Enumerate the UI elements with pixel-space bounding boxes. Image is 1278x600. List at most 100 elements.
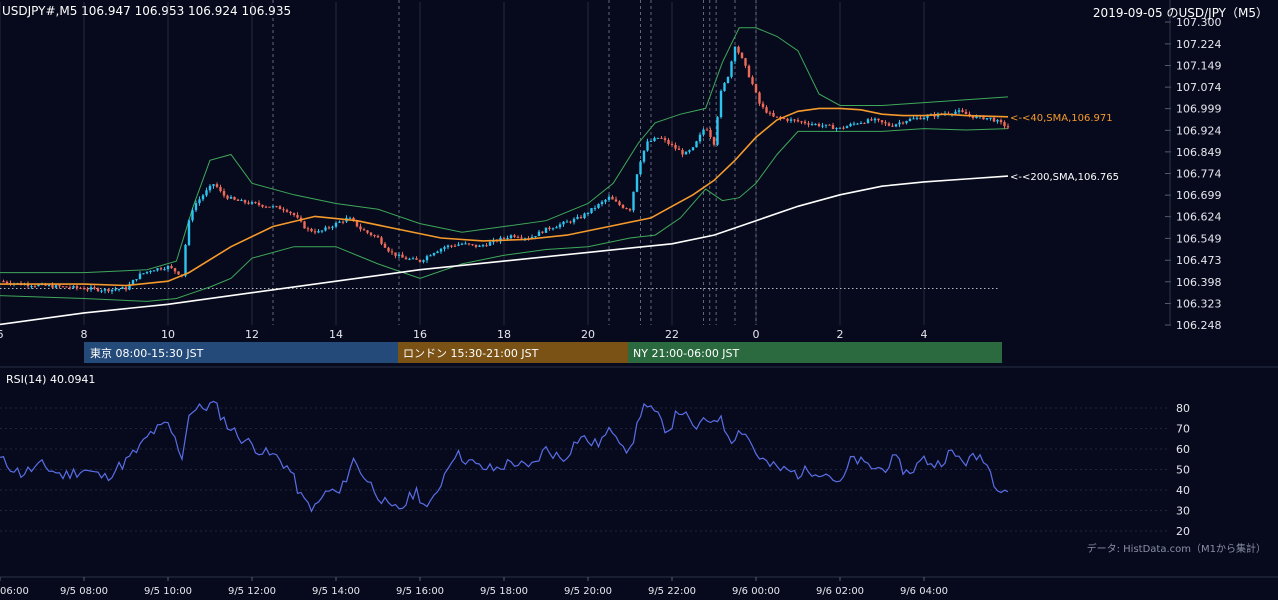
candle-body xyxy=(842,127,845,129)
time-tick-label: 9/5 10:00 xyxy=(144,586,192,597)
time-tick-label: 06:00 xyxy=(0,586,29,597)
candle-body xyxy=(457,244,460,246)
candle-body xyxy=(859,122,863,124)
candle-body xyxy=(975,116,978,119)
candle-body xyxy=(992,117,996,122)
candle-body xyxy=(691,147,695,151)
candle-body xyxy=(758,92,761,104)
candle-body xyxy=(660,137,663,139)
time-tick-label: 9/5 14:00 xyxy=(312,586,360,597)
rsi-tick-label: 70 xyxy=(1176,423,1190,436)
rsi-line-path xyxy=(0,400,1009,513)
hour-tick-label: 22 xyxy=(665,328,679,341)
candle-body xyxy=(93,287,96,289)
candle-body xyxy=(747,65,751,78)
session-tokyo xyxy=(84,342,398,363)
candle-body xyxy=(576,216,579,219)
candle-body xyxy=(310,228,313,232)
candle-body xyxy=(684,151,688,155)
candle-body xyxy=(656,137,660,139)
candle-body xyxy=(884,122,887,124)
candle-body xyxy=(814,123,817,125)
candle-body xyxy=(54,285,58,288)
candle-body xyxy=(387,247,390,252)
candle-body xyxy=(551,228,555,230)
candle-body xyxy=(114,289,117,291)
rsi-tick-label: 30 xyxy=(1176,505,1190,518)
hour-tick-label: 18 xyxy=(497,328,511,341)
candle-body xyxy=(593,207,597,209)
candle-body xyxy=(47,285,51,287)
candle-body xyxy=(247,202,250,204)
hour-tick-label: 20 xyxy=(581,328,595,341)
candle-body xyxy=(488,242,492,246)
price-axis: 107.300 107.224 107.149 107.074 106.999 106.9… xyxy=(1165,0,1222,332)
candle-body xyxy=(961,110,964,112)
price-tick-label: 106.699 xyxy=(1176,189,1222,202)
candle-body xyxy=(912,118,915,120)
candle-body xyxy=(880,120,884,123)
candle-body xyxy=(152,270,156,272)
candle-body xyxy=(338,221,341,223)
candle-body xyxy=(317,231,320,233)
price-tick-label: 106.924 xyxy=(1176,124,1222,137)
candle-body xyxy=(236,199,240,201)
price-tick-label: 106.774 xyxy=(1176,168,1222,181)
candle-body xyxy=(5,281,9,284)
candle-body xyxy=(824,124,828,126)
candle-body xyxy=(352,217,355,221)
candle-body xyxy=(754,84,758,93)
candle-body xyxy=(1003,122,1006,127)
candle-body xyxy=(828,124,831,126)
candle-body xyxy=(653,138,656,142)
hour-tick-label: 6 xyxy=(0,328,4,341)
candle-body xyxy=(702,129,705,135)
price-tick-label: 107.224 xyxy=(1176,38,1222,51)
candle-body xyxy=(870,119,873,121)
candle-body xyxy=(201,195,205,200)
candle-body xyxy=(716,117,719,145)
bollinger-lower xyxy=(0,128,1009,302)
candle-body xyxy=(219,186,222,192)
candle-body xyxy=(138,273,142,280)
candle-body xyxy=(285,210,289,212)
candle-body xyxy=(439,248,443,252)
candle-body xyxy=(198,199,201,204)
candle-body xyxy=(61,286,65,288)
candle-body xyxy=(366,230,369,233)
candle-body xyxy=(380,237,383,244)
candle-body xyxy=(128,284,131,290)
candle-body xyxy=(327,227,331,229)
data-credit: データ: HistData.com（M1から集計） xyxy=(1086,544,1266,555)
candle-body xyxy=(618,201,621,206)
candle-body xyxy=(534,236,537,238)
candle-body xyxy=(411,258,415,260)
hour-tick-label: 10 xyxy=(161,328,175,341)
candle-body xyxy=(103,289,107,291)
candle-body xyxy=(443,247,446,249)
candle-body xyxy=(807,123,810,125)
sma40-line xyxy=(0,107,1009,287)
candle-body xyxy=(334,222,338,227)
candle-body xyxy=(558,224,562,228)
rsi-label: RSI(14) 40.0941 xyxy=(6,373,96,386)
candle-body xyxy=(464,243,467,245)
candle-body xyxy=(355,220,359,227)
candle-body xyxy=(611,196,614,200)
candle-body xyxy=(240,200,243,202)
candle-body xyxy=(968,114,971,116)
candle-body xyxy=(579,216,583,219)
candle-body xyxy=(803,121,807,124)
candle-body xyxy=(243,200,247,203)
candle-body xyxy=(271,206,275,208)
candle-body xyxy=(775,116,779,118)
candle-body xyxy=(670,143,674,145)
candle-body xyxy=(541,231,544,233)
candle-body xyxy=(810,124,814,126)
candle-body xyxy=(26,284,30,287)
candle-body xyxy=(817,123,821,127)
time-tick-label: 9/6 00:00 xyxy=(732,586,780,597)
candle-body xyxy=(733,46,737,62)
candle-body xyxy=(163,269,166,271)
